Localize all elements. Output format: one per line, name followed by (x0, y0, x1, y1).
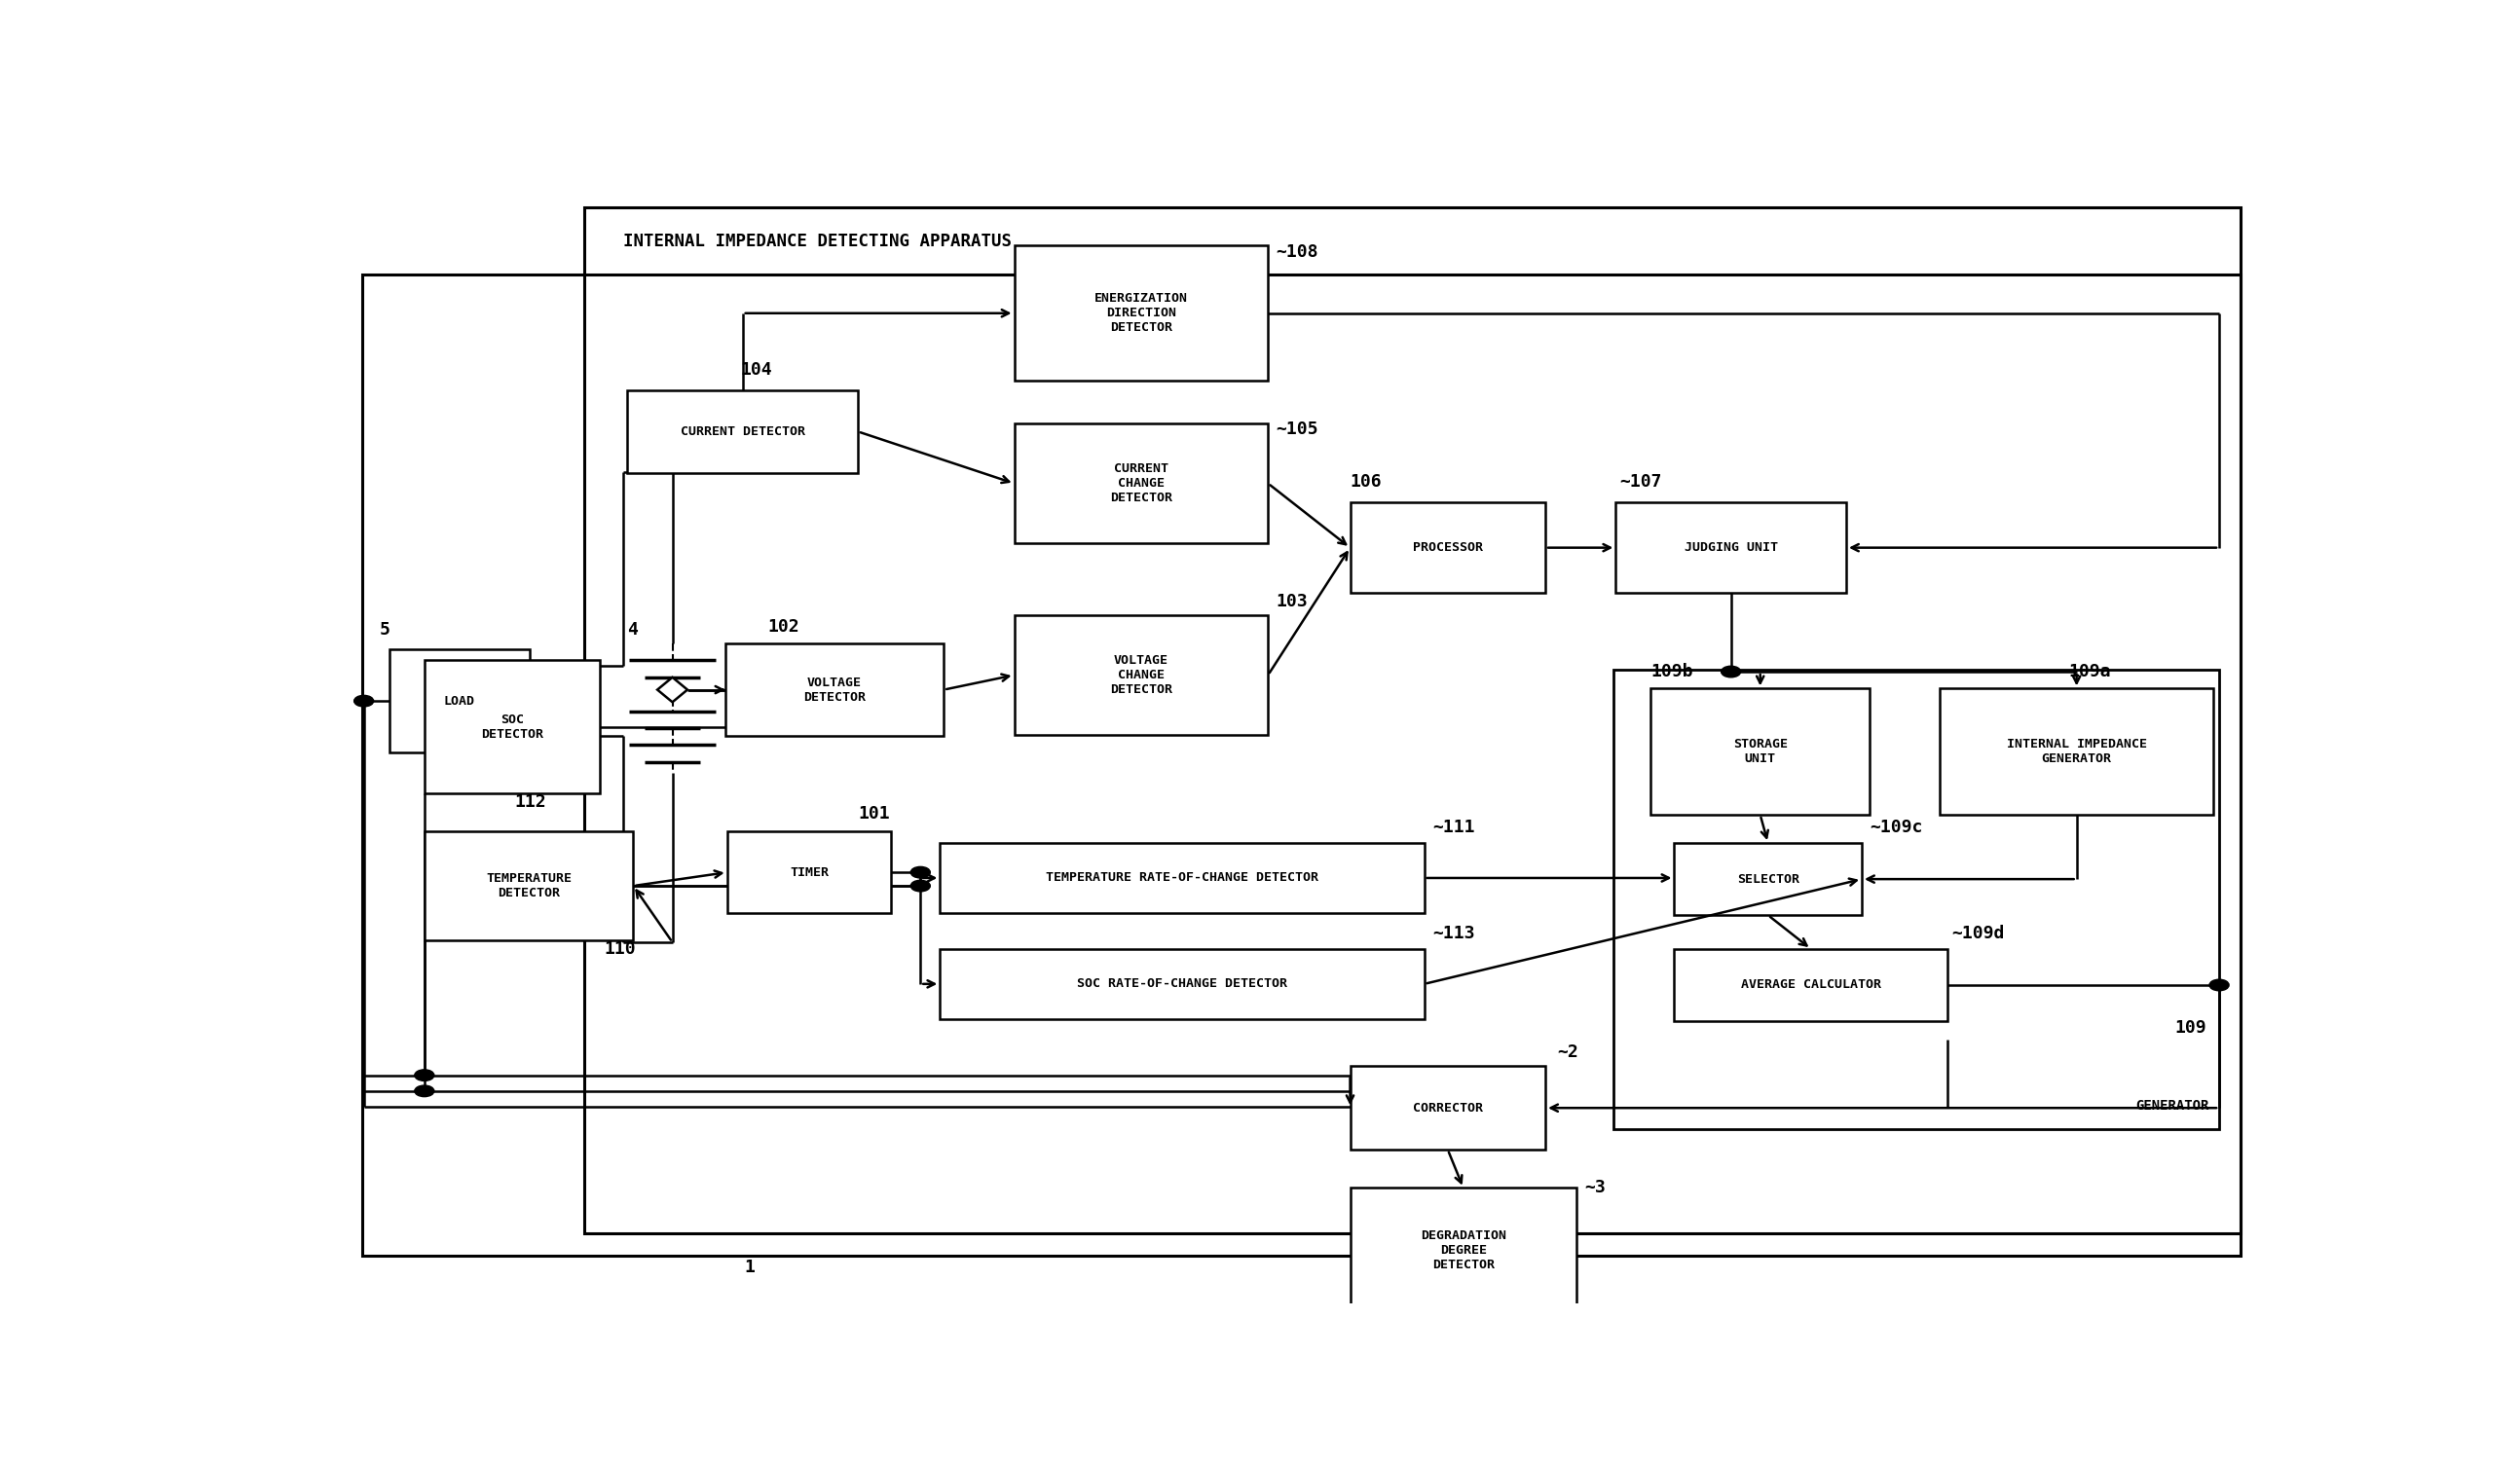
Circle shape (1721, 666, 1741, 678)
Text: SELECTOR: SELECTOR (1736, 873, 1799, 886)
Circle shape (2210, 979, 2228, 991)
Text: CURRENT
CHANGE
DETECTOR: CURRENT CHANGE DETECTOR (1109, 463, 1172, 505)
FancyBboxPatch shape (940, 843, 1424, 914)
Text: ~111: ~111 (1431, 818, 1474, 836)
FancyBboxPatch shape (1615, 502, 1847, 593)
Text: GENERATOR: GENERATOR (2137, 1099, 2210, 1113)
Text: ~105: ~105 (1275, 420, 1318, 438)
Text: TIMER: TIMER (789, 867, 829, 878)
Circle shape (416, 1085, 433, 1097)
Text: SOC RATE-OF-CHANGE DETECTOR: SOC RATE-OF-CHANGE DETECTOR (1076, 978, 1288, 990)
Text: ~2: ~2 (1557, 1044, 1578, 1061)
Text: ~3: ~3 (1585, 1179, 1605, 1196)
FancyBboxPatch shape (728, 832, 892, 914)
FancyBboxPatch shape (1351, 1066, 1545, 1149)
Text: 112: 112 (514, 793, 547, 811)
Text: ~108: ~108 (1275, 243, 1318, 261)
FancyBboxPatch shape (1651, 688, 1870, 815)
Text: 109b: 109b (1651, 663, 1693, 681)
Text: 109a: 109a (2069, 663, 2112, 681)
Text: 101: 101 (857, 805, 890, 823)
Text: 110: 110 (605, 940, 635, 957)
Text: 106: 106 (1351, 473, 1381, 490)
Text: VOLTAGE
DETECTOR: VOLTAGE DETECTOR (804, 676, 867, 703)
Text: 4: 4 (627, 621, 638, 638)
Circle shape (910, 867, 930, 878)
Text: JUDGING UNIT: JUDGING UNIT (1683, 542, 1777, 553)
Text: TEMPERATURE RATE-OF-CHANGE DETECTOR: TEMPERATURE RATE-OF-CHANGE DETECTOR (1046, 871, 1318, 884)
Text: CURRENT DETECTOR: CURRENT DETECTOR (680, 425, 804, 438)
Text: INTERNAL IMPEDANCE
GENERATOR: INTERNAL IMPEDANCE GENERATOR (2006, 738, 2147, 766)
Text: 102: 102 (769, 618, 799, 635)
FancyBboxPatch shape (423, 832, 633, 940)
Circle shape (910, 880, 930, 892)
Text: TEMPERATURE
DETECTOR: TEMPERATURE DETECTOR (486, 873, 572, 899)
FancyBboxPatch shape (1013, 423, 1268, 543)
FancyBboxPatch shape (1940, 688, 2213, 815)
Text: 109: 109 (2175, 1019, 2205, 1037)
Text: STORAGE
UNIT: STORAGE UNIT (1734, 738, 1787, 766)
Text: VOLTAGE
CHANGE
DETECTOR: VOLTAGE CHANGE DETECTOR (1109, 654, 1172, 695)
Text: AVERAGE CALCULATOR: AVERAGE CALCULATOR (1741, 979, 1880, 991)
Text: 103: 103 (1275, 593, 1308, 610)
FancyBboxPatch shape (1351, 1187, 1578, 1312)
Text: ~109d: ~109d (1950, 924, 2003, 941)
Text: PROCESSOR: PROCESSOR (1414, 542, 1482, 553)
Polygon shape (658, 678, 688, 703)
FancyBboxPatch shape (1673, 843, 1862, 915)
Text: ~113: ~113 (1431, 924, 1474, 941)
Text: 1: 1 (746, 1258, 756, 1275)
FancyBboxPatch shape (1013, 246, 1268, 381)
FancyBboxPatch shape (388, 649, 529, 752)
Text: ~109c: ~109c (1870, 818, 1923, 836)
FancyBboxPatch shape (940, 949, 1424, 1019)
Text: SOC
DETECTOR: SOC DETECTOR (481, 713, 544, 741)
Circle shape (353, 695, 373, 707)
Text: LOAD: LOAD (444, 694, 476, 707)
Circle shape (416, 1070, 433, 1080)
FancyBboxPatch shape (627, 389, 857, 473)
FancyBboxPatch shape (1673, 949, 1948, 1022)
Text: INTERNAL IMPEDANCE DETECTING APPARATUS: INTERNAL IMPEDANCE DETECTING APPARATUS (622, 233, 1013, 250)
FancyBboxPatch shape (726, 644, 945, 736)
FancyBboxPatch shape (423, 660, 600, 793)
Text: 104: 104 (741, 360, 774, 378)
Text: ~107: ~107 (1620, 473, 1663, 490)
FancyBboxPatch shape (1013, 615, 1268, 735)
Text: 5: 5 (381, 621, 391, 638)
Text: CORRECTOR: CORRECTOR (1414, 1101, 1482, 1114)
Text: ENERGIZATION
DIRECTION
DETECTOR: ENERGIZATION DIRECTION DETECTOR (1094, 293, 1187, 334)
FancyBboxPatch shape (1351, 502, 1545, 593)
Text: DEGRADATION
DEGREE
DETECTOR: DEGRADATION DEGREE DETECTOR (1421, 1230, 1507, 1271)
